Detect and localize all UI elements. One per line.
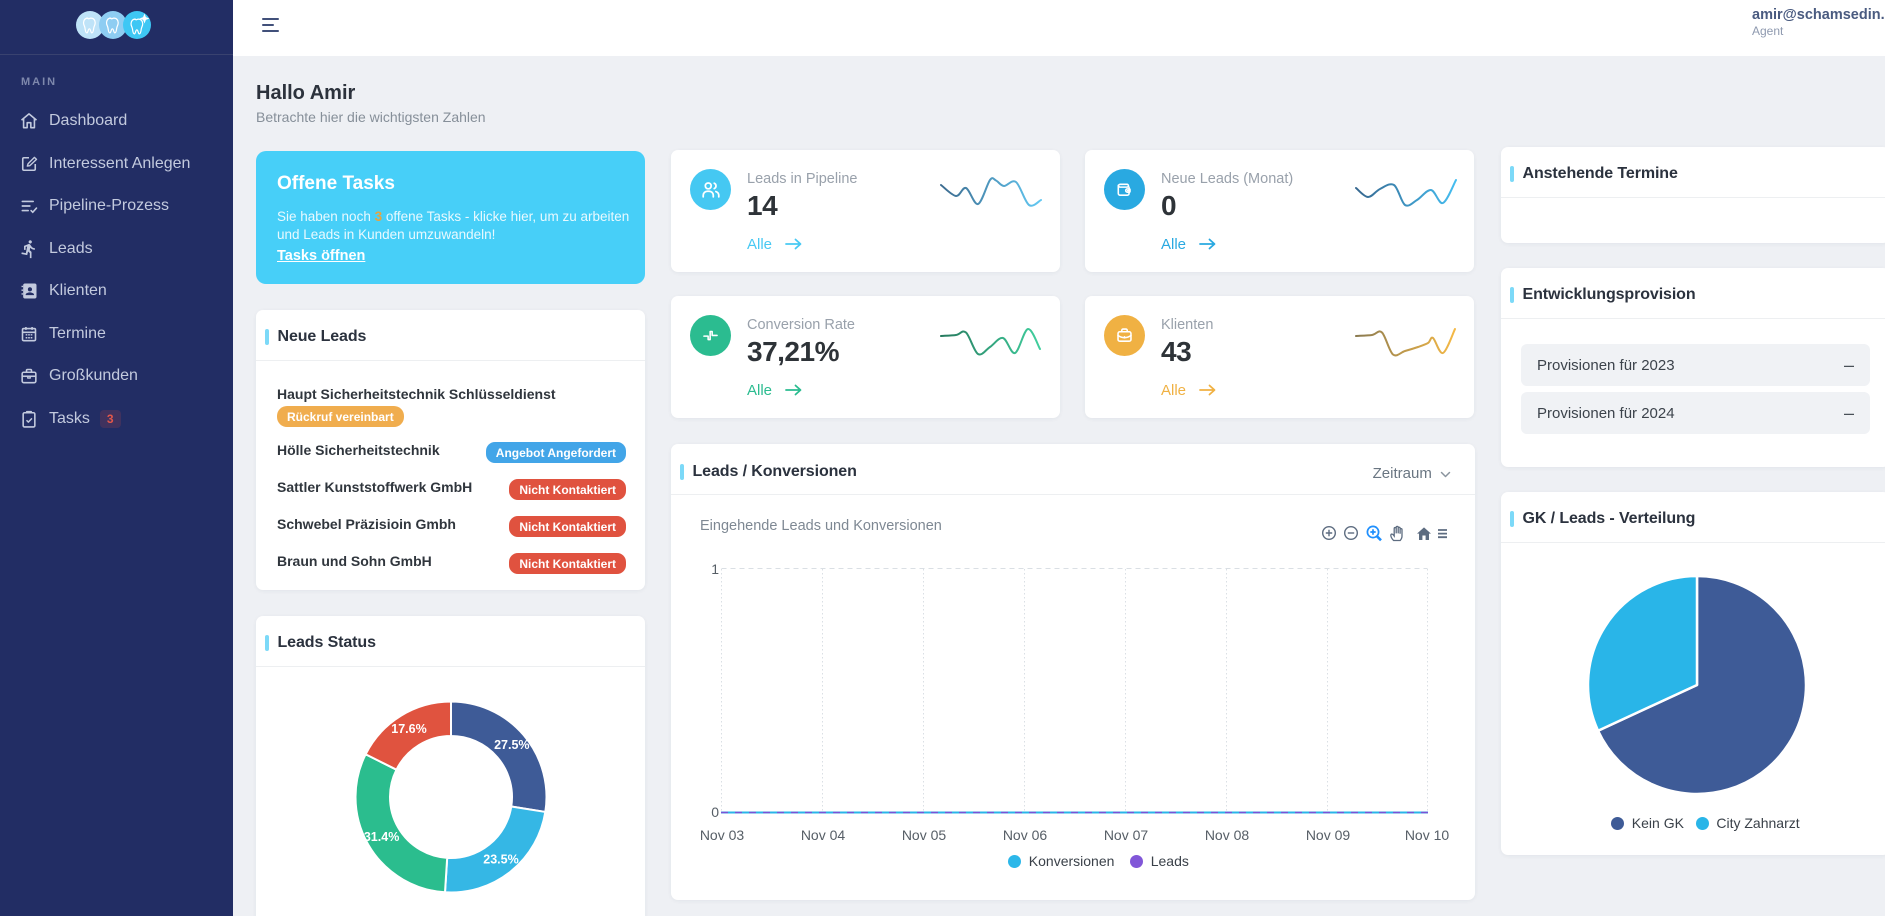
svg-text:23.5%: 23.5% <box>483 852 518 866</box>
svg-text:31.4%: 31.4% <box>364 830 399 844</box>
svg-text:27.5%: 27.5% <box>494 738 529 752</box>
svg-text:17.6%: 17.6% <box>391 722 426 736</box>
